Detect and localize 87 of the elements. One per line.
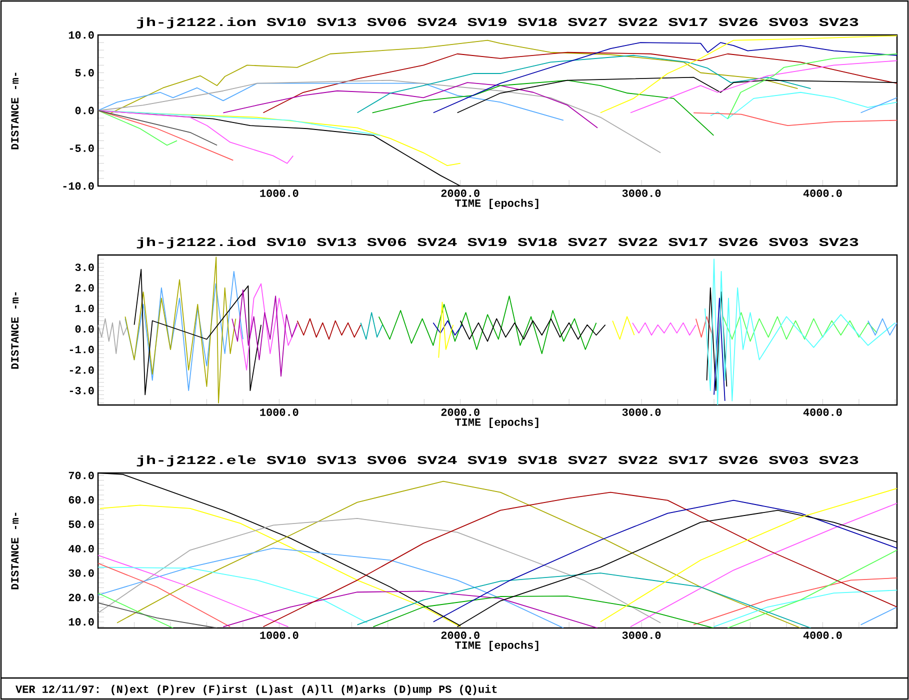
line-series bbox=[630, 60, 898, 114]
line-series bbox=[695, 316, 713, 338]
y-tick-label: -3.0 bbox=[70, 386, 94, 394]
line-series bbox=[693, 578, 898, 626]
x-axis-title: TIME [epochs] bbox=[455, 418, 538, 428]
x-tick-label: 1000.0 bbox=[260, 408, 298, 416]
x-tick-label: 1000.0 bbox=[260, 190, 298, 197]
x-axis-title: TIME [epochs] bbox=[455, 198, 538, 210]
y-tick-label: 40.0 bbox=[68, 544, 94, 552]
chart-title: jh-j2122.ele SV10 SV13 SV06 SV24 SV19 SV18 SV27 SV22 SV17 SV26 SV03 SV23 bbox=[136, 455, 858, 467]
y-axis-title: DISTANCE -m- bbox=[11, 72, 19, 150]
line-series bbox=[262, 492, 898, 628]
y-axis-title: DISTANCE -m- bbox=[11, 292, 19, 369]
y-tick-label: 60.0 bbox=[68, 496, 94, 504]
line-series bbox=[124, 270, 244, 392]
line-series bbox=[98, 566, 368, 624]
line-series bbox=[98, 110, 294, 164]
line-series bbox=[600, 488, 898, 622]
line-series bbox=[98, 110, 178, 146]
x-tick-label: 3000.0 bbox=[622, 190, 661, 197]
line-series bbox=[693, 112, 898, 126]
line-series bbox=[372, 596, 714, 628]
text: VER 12/11/97: (N)ext (P)rev (F)irst (L)ast (A)ll (M)arks (D)ump PS (Q)uit bbox=[16, 684, 497, 696]
line-series bbox=[356, 54, 812, 114]
y-tick-label: -2.0 bbox=[70, 366, 94, 374]
line-series bbox=[632, 322, 696, 336]
line-series bbox=[432, 42, 898, 114]
y-axis-title: DISTANCE -m- bbox=[11, 512, 19, 590]
y-tick-label: 50.0 bbox=[68, 520, 94, 528]
line-series bbox=[710, 92, 898, 120]
x-tick-label: 1000.0 bbox=[260, 632, 298, 639]
line-series bbox=[98, 82, 564, 121]
y-tick-label: 0.0 bbox=[75, 325, 94, 333]
y-tick-label: 1.0 bbox=[75, 304, 94, 312]
line-series bbox=[706, 287, 728, 392]
x-tick-label: 3000.0 bbox=[622, 408, 661, 416]
line-series bbox=[222, 82, 598, 128]
y-tick-label: 10.0 bbox=[68, 31, 94, 39]
line-series bbox=[360, 312, 383, 340]
line-series bbox=[296, 318, 362, 340]
line-series bbox=[98, 548, 564, 628]
line-series bbox=[232, 289, 298, 377]
x-tick-label: 4000.0 bbox=[803, 190, 842, 197]
x-tick-label: 4000.0 bbox=[803, 632, 842, 639]
line-series bbox=[704, 258, 896, 405]
line-series bbox=[100, 504, 461, 628]
chart-title: jh-j2122.ion SV10 SV13 SV06 SV24 SV19 SV18 SV27 SV22 SV17 SV26 SV03 SV23 bbox=[136, 17, 858, 29]
x-tick-label: 2000.0 bbox=[441, 190, 480, 197]
x-tick-label: 3000.0 bbox=[622, 632, 661, 639]
y-tick-label: 2.0 bbox=[75, 284, 94, 292]
y-tick-label: -1.0 bbox=[70, 346, 94, 354]
y-tick-label: 10.0 bbox=[68, 618, 94, 626]
line-series bbox=[868, 318, 898, 336]
line-series bbox=[727, 53, 898, 120]
line-series bbox=[378, 296, 597, 354]
x-tick-label: 4000.0 bbox=[803, 408, 842, 416]
y-tick-label: 30.0 bbox=[68, 569, 94, 577]
line-series bbox=[222, 590, 598, 628]
y-tick-label: 70.0 bbox=[68, 472, 94, 480]
line-series bbox=[262, 52, 898, 114]
line-series bbox=[630, 502, 898, 628]
line-series bbox=[98, 318, 128, 354]
y-tick-label: -10.0 bbox=[63, 182, 94, 190]
line-series bbox=[98, 80, 662, 154]
y-tick-label: -5.0 bbox=[70, 144, 94, 152]
line-series bbox=[238, 283, 298, 371]
line-series bbox=[98, 110, 381, 136]
line-series bbox=[356, 572, 812, 628]
line-series bbox=[98, 518, 662, 624]
line-series bbox=[432, 320, 463, 336]
y-tick-label: 5.0 bbox=[75, 69, 94, 76]
line-series bbox=[600, 35, 898, 114]
line-series bbox=[116, 480, 802, 628]
y-tick-label: 20.0 bbox=[68, 594, 94, 602]
line-series bbox=[124, 256, 236, 404]
x-tick-label: 2000.0 bbox=[441, 408, 480, 416]
line-series bbox=[134, 268, 262, 396]
x-axis-title: TIME [epochs] bbox=[455, 640, 538, 652]
line-series bbox=[432, 500, 898, 622]
line-series bbox=[372, 80, 714, 136]
y-tick-label: 0.0 bbox=[75, 106, 94, 114]
x-tick-label: 2000.0 bbox=[441, 632, 480, 639]
line-series bbox=[722, 312, 878, 342]
y-tick-label: 3.0 bbox=[75, 264, 94, 272]
chart-title: jh-j2122.iod SV10 SV13 SV06 SV24 SV19 SV18 SV27 SV22 SV17 SV26 SV03 SV23 bbox=[136, 237, 858, 249]
line-series bbox=[460, 318, 606, 342]
line-series bbox=[713, 590, 898, 628]
